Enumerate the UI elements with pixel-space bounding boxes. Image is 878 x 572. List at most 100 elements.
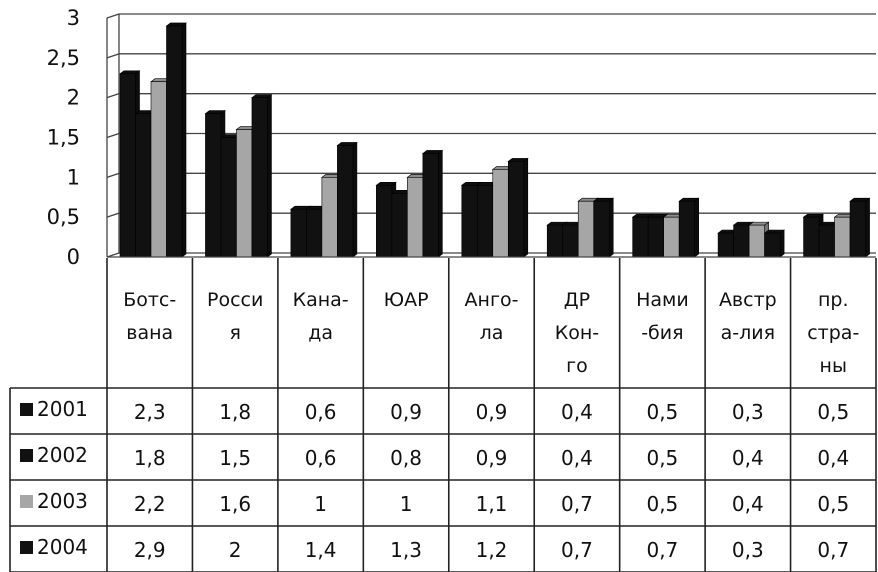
bar-front bbox=[678, 200, 695, 258]
bar-side bbox=[438, 149, 443, 258]
gridline-depth bbox=[106, 53, 120, 59]
bar-front bbox=[306, 208, 323, 258]
data-label: 0,3 bbox=[732, 538, 764, 562]
bar-front bbox=[321, 177, 338, 258]
bar-front bbox=[220, 137, 237, 258]
data-label: 1,4 bbox=[305, 538, 337, 562]
bar-front bbox=[507, 161, 525, 258]
series-name: 2003 bbox=[37, 489, 88, 513]
data-label: 0,4 bbox=[732, 446, 764, 470]
bar bbox=[507, 157, 529, 258]
bar-front bbox=[748, 224, 765, 258]
data-label: 0,7 bbox=[561, 538, 593, 562]
bar-front bbox=[290, 208, 307, 258]
data-label: 0,7 bbox=[817, 538, 849, 562]
y-tick-label: 0,5 bbox=[47, 205, 80, 229]
category-label: -бия bbox=[641, 322, 683, 344]
data-label: 0,4 bbox=[817, 446, 849, 470]
bar-front bbox=[562, 224, 579, 258]
category-label: ны bbox=[820, 355, 847, 377]
bar bbox=[849, 197, 871, 258]
bar bbox=[165, 22, 187, 258]
bar-top bbox=[507, 158, 529, 162]
data-label: 0,9 bbox=[476, 400, 508, 424]
bar-front bbox=[236, 129, 253, 258]
series-name: 2002 bbox=[37, 443, 88, 467]
category-label: вана bbox=[126, 322, 173, 344]
data-label: 2,3 bbox=[134, 400, 166, 424]
category-label: Росси bbox=[207, 289, 263, 311]
y-tick-label: 0 bbox=[67, 245, 80, 269]
bar bbox=[592, 197, 615, 258]
bar-front bbox=[818, 224, 835, 258]
bar-front bbox=[376, 185, 393, 258]
data-label: 0,4 bbox=[732, 492, 764, 516]
category-label: пр. bbox=[818, 289, 849, 311]
bar bbox=[336, 141, 358, 258]
bar-front bbox=[461, 185, 478, 258]
legend-swatch bbox=[20, 449, 33, 462]
y-tick-label: 2 bbox=[67, 86, 80, 110]
bar-front bbox=[492, 169, 509, 258]
bar-top bbox=[421, 150, 444, 154]
data-label: 2,2 bbox=[134, 492, 166, 516]
gridline-depth bbox=[106, 212, 120, 218]
gridline-depth bbox=[106, 252, 120, 258]
data-label: 1 bbox=[314, 492, 327, 516]
category-label: Нами bbox=[636, 289, 689, 311]
bar-front bbox=[150, 81, 167, 258]
bar-front bbox=[803, 216, 820, 258]
category-label: Ботс- bbox=[123, 289, 176, 311]
category-label: я bbox=[229, 322, 240, 344]
data-label: 0,5 bbox=[646, 400, 678, 424]
bar-front bbox=[717, 232, 734, 258]
bar-side bbox=[352, 141, 358, 258]
category-label: ЮАР bbox=[384, 289, 429, 311]
gridline-depth bbox=[106, 172, 120, 178]
bar-side bbox=[694, 197, 699, 258]
bar bbox=[421, 149, 444, 258]
y-tick-label: 1 bbox=[67, 165, 80, 189]
bar-front bbox=[407, 177, 424, 258]
category-label: а-лия bbox=[721, 322, 775, 344]
bar-top bbox=[119, 70, 141, 75]
bar bbox=[763, 229, 786, 258]
series-name: 2001 bbox=[37, 397, 88, 421]
bar-side bbox=[608, 197, 614, 258]
data-label: 0,5 bbox=[817, 492, 849, 516]
gridline-depth bbox=[106, 13, 120, 19]
bar-side bbox=[181, 22, 187, 258]
category-label: Кана- bbox=[293, 289, 349, 311]
data-label: 1,8 bbox=[219, 400, 251, 424]
bar-front bbox=[119, 73, 136, 258]
y-axis: 0 0,5 1 1,5 2 2,5 3 bbox=[47, 6, 876, 269]
bar-front bbox=[205, 113, 222, 258]
series-name: 2004 bbox=[37, 535, 88, 559]
data-label: 1,3 bbox=[390, 538, 422, 562]
data-label: 0,4 bbox=[561, 446, 593, 470]
category-label: ДР bbox=[564, 289, 590, 311]
bar-top bbox=[375, 182, 397, 186]
bar bbox=[251, 94, 273, 258]
data-label: 1,6 bbox=[219, 492, 251, 516]
bar-side bbox=[779, 229, 785, 258]
bar-front bbox=[476, 185, 494, 258]
bar-front bbox=[733, 224, 750, 258]
bars bbox=[119, 22, 871, 258]
data-label: 2,9 bbox=[134, 538, 166, 562]
bar-front bbox=[647, 216, 664, 258]
data-label: 0,7 bbox=[646, 538, 678, 562]
data-label: 0,3 bbox=[732, 400, 764, 424]
bar-top bbox=[802, 213, 824, 218]
bar-side bbox=[267, 94, 272, 258]
bar-side bbox=[865, 197, 870, 258]
data-label: 1,8 bbox=[134, 446, 166, 470]
data-label: 0,7 bbox=[561, 492, 593, 516]
bar-top bbox=[763, 229, 786, 234]
category-label: Анго- bbox=[465, 289, 519, 311]
bar-front bbox=[546, 224, 564, 258]
bar-top bbox=[336, 142, 358, 146]
bar-side bbox=[523, 157, 529, 258]
category-label: Австр bbox=[719, 289, 777, 311]
